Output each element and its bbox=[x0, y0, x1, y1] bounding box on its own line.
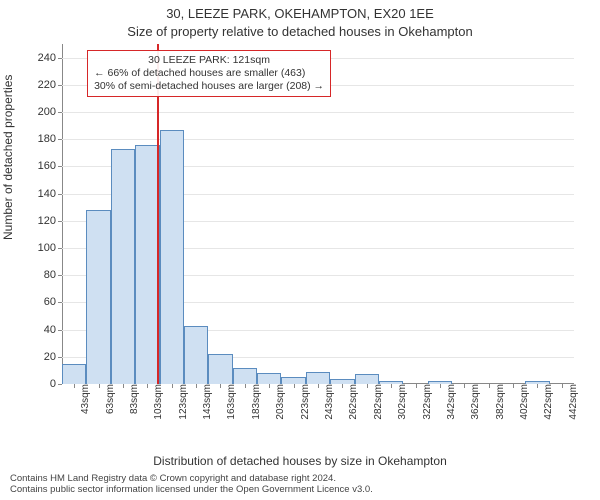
y-tick-label: 220 bbox=[38, 79, 62, 91]
x-tick-mark bbox=[318, 384, 319, 388]
plot-area: 02040608010012014016018020022024043sqm63… bbox=[62, 44, 574, 384]
y-tick-label: 100 bbox=[38, 242, 62, 254]
chart-container: 30, LEEZE PARK, OKEHAMPTON, EX20 1EE Siz… bbox=[0, 0, 600, 500]
y-tick-label: 240 bbox=[38, 52, 62, 64]
x-tick-label: 243sqm bbox=[322, 384, 335, 420]
x-tick-mark bbox=[391, 384, 392, 388]
chart-footer: Contains HM Land Registry data © Crown c… bbox=[10, 474, 590, 496]
x-tick-label: 442sqm bbox=[566, 384, 579, 420]
histogram-bar bbox=[62, 364, 86, 384]
x-tick-label: 223sqm bbox=[298, 384, 311, 420]
x-tick-mark bbox=[172, 384, 173, 388]
chart-title-line1: 30, LEEZE PARK, OKEHAMPTON, EX20 1EE bbox=[0, 6, 600, 21]
x-tick-label: 342sqm bbox=[444, 384, 457, 420]
x-tick-mark bbox=[513, 384, 514, 388]
x-tick-label: 382sqm bbox=[493, 384, 506, 420]
histogram-bar bbox=[86, 210, 110, 384]
y-axis-line bbox=[62, 44, 63, 384]
histogram-bar bbox=[184, 326, 208, 384]
x-tick-mark bbox=[99, 384, 100, 388]
grid-line bbox=[62, 112, 574, 113]
annotation-line: ← 66% of detached houses are smaller (46… bbox=[94, 67, 324, 80]
x-tick-mark bbox=[196, 384, 197, 388]
x-tick-label: 103sqm bbox=[151, 384, 164, 420]
y-tick-label: 160 bbox=[38, 160, 62, 172]
x-tick-label: 143sqm bbox=[200, 384, 213, 420]
histogram-bar bbox=[160, 130, 184, 384]
footer-line2: Contains public sector information licen… bbox=[10, 485, 590, 496]
histogram-bar bbox=[306, 372, 330, 384]
x-tick-mark bbox=[440, 384, 441, 388]
x-tick-label: 322sqm bbox=[420, 384, 433, 420]
histogram-bar bbox=[135, 145, 159, 384]
x-tick-label: 63sqm bbox=[103, 384, 116, 414]
x-tick-mark bbox=[245, 384, 246, 388]
histogram-bar bbox=[111, 149, 135, 384]
x-tick-label: 362sqm bbox=[468, 384, 481, 420]
x-tick-mark bbox=[269, 384, 270, 388]
y-tick-label: 20 bbox=[44, 351, 62, 363]
x-tick-mark bbox=[367, 384, 368, 388]
x-tick-mark bbox=[74, 384, 75, 388]
x-tick-label: 123sqm bbox=[176, 384, 189, 420]
y-tick-label: 80 bbox=[44, 269, 62, 281]
x-tick-label: 402sqm bbox=[517, 384, 530, 420]
x-tick-label: 183sqm bbox=[249, 384, 262, 420]
y-tick-label: 40 bbox=[44, 324, 62, 336]
chart-title-line2: Size of property relative to detached ho… bbox=[0, 24, 600, 39]
x-tick-label: 163sqm bbox=[224, 384, 237, 420]
y-tick-label: 120 bbox=[38, 215, 62, 227]
y-tick-label: 200 bbox=[38, 106, 62, 118]
x-tick-label: 422sqm bbox=[541, 384, 554, 420]
x-tick-label: 302sqm bbox=[395, 384, 408, 420]
x-tick-mark bbox=[294, 384, 295, 388]
x-tick-mark bbox=[147, 384, 148, 388]
x-tick-label: 282sqm bbox=[371, 384, 384, 420]
x-tick-mark bbox=[464, 384, 465, 388]
annotation-box: 30 LEEZE PARK: 121sqm← 66% of detached h… bbox=[87, 50, 331, 97]
x-tick-label: 43sqm bbox=[78, 384, 91, 414]
y-tick-label: 60 bbox=[44, 296, 62, 308]
y-tick-label: 180 bbox=[38, 133, 62, 145]
x-tick-mark bbox=[342, 384, 343, 388]
histogram-bar bbox=[281, 377, 305, 384]
x-tick-mark bbox=[489, 384, 490, 388]
x-axis-label: Distribution of detached houses by size … bbox=[0, 454, 600, 468]
grid-line bbox=[62, 139, 574, 140]
histogram-bar bbox=[233, 368, 257, 384]
x-tick-mark bbox=[562, 384, 563, 388]
histogram-bar bbox=[355, 374, 379, 384]
y-tick-label: 0 bbox=[50, 378, 62, 390]
annotation-line: 30% of semi-detached houses are larger (… bbox=[94, 80, 324, 93]
histogram-bar bbox=[257, 373, 281, 384]
x-tick-mark bbox=[416, 384, 417, 388]
x-tick-label: 83sqm bbox=[127, 384, 140, 414]
y-tick-label: 140 bbox=[38, 188, 62, 200]
histogram-bar bbox=[208, 354, 232, 384]
x-tick-mark bbox=[537, 384, 538, 388]
y-axis-label: Number of detached properties bbox=[1, 75, 15, 240]
x-tick-mark bbox=[123, 384, 124, 388]
x-tick-label: 262sqm bbox=[346, 384, 359, 420]
x-tick-label: 203sqm bbox=[273, 384, 286, 420]
x-tick-mark bbox=[220, 384, 221, 388]
annotation-line: 30 LEEZE PARK: 121sqm bbox=[94, 54, 324, 67]
